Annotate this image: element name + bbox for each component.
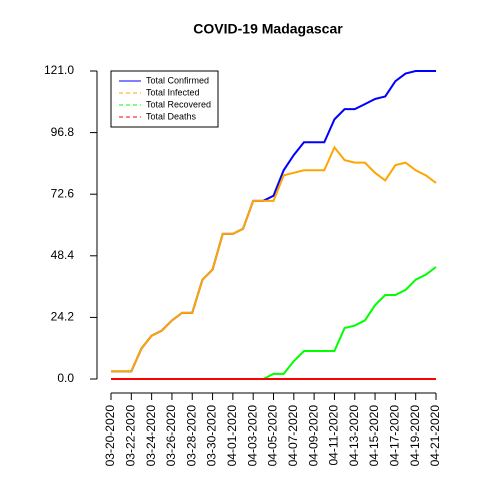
legend-box [110, 70, 219, 128]
x-tick-label: 03-28-2020 [184, 405, 198, 467]
chart-title: COVID-19 Madagascar [193, 21, 343, 37]
y-tick-label: 0.0 [57, 371, 74, 385]
x-tick-label: 03-26-2020 [164, 405, 178, 467]
y-tick-label: 96.8 [51, 125, 75, 139]
x-tick-label: 04-07-2020 [286, 405, 300, 467]
legend-label: Total Infected [146, 87, 200, 97]
y-tick-label: 48.4 [51, 248, 75, 262]
x-tick-label: 04-17-2020 [388, 405, 402, 467]
legend-label: Total Recovered [146, 99, 211, 109]
legend-label: Total Deaths [146, 111, 197, 121]
x-tick-label: 04-13-2020 [347, 405, 361, 467]
line [111, 266, 437, 380]
x-tick-label: 03-24-2020 [144, 405, 158, 467]
y-tick-label: 24.2 [51, 310, 75, 324]
x-tick-label: 04-21-2020 [428, 405, 442, 467]
x-tick-label: 03-22-2020 [123, 405, 137, 467]
y-tick-label: 121.0 [44, 63, 74, 77]
x-tick-label: 04-19-2020 [408, 405, 422, 467]
x-tick-label: 03-20-2020 [103, 405, 117, 467]
x-tick-label: 04-03-2020 [245, 405, 259, 467]
x-tick-label: 04-15-2020 [367, 405, 381, 467]
x-tick-label: 04-05-2020 [266, 405, 280, 467]
x-tick-label: 04-01-2020 [225, 405, 239, 467]
y-tick-label: 72.6 [51, 186, 75, 200]
line [111, 145, 437, 373]
x-tick-label: 03-30-2020 [205, 405, 219, 467]
x-tick-label: 04-09-2020 [306, 405, 320, 467]
legend-label: Total Confirmed [146, 75, 209, 85]
x-tick-label: 04-11-2020 [327, 405, 341, 466]
